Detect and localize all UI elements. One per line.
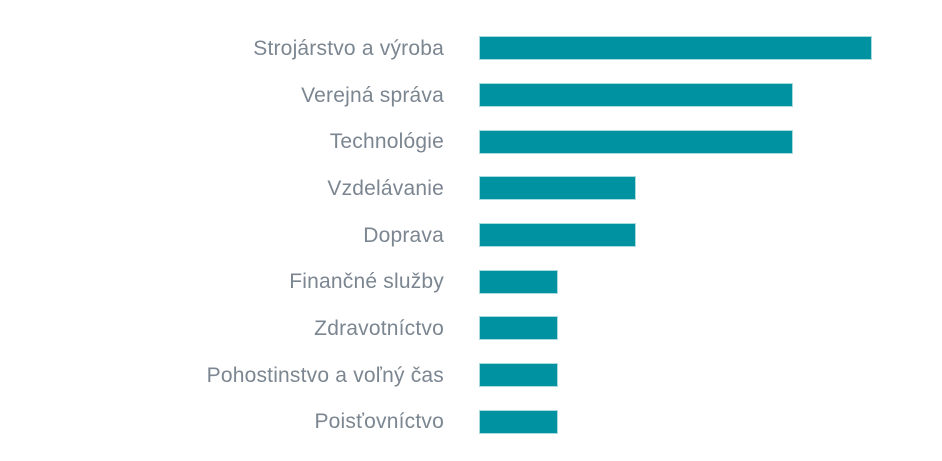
category-label: Technológie (329, 130, 444, 154)
category-label: Vzdelávanie (327, 176, 444, 200)
category-label: Doprava (363, 223, 444, 247)
category-label: Poisťovníctvo (314, 410, 444, 434)
category-label: Verejná správa (301, 83, 444, 107)
bar-track (479, 409, 872, 434)
bar-row: Zdravotníctvo (0, 305, 942, 352)
bar[interactable] (479, 363, 558, 388)
bar[interactable] (479, 83, 794, 108)
bar-track (479, 316, 872, 341)
bar-track (479, 363, 872, 388)
bar-row: Verejná správa (0, 72, 942, 119)
bar[interactable] (479, 409, 558, 434)
bar-track (479, 269, 872, 294)
bar[interactable] (479, 176, 637, 201)
category-label: Pohostinstvo a voľný čas (206, 363, 444, 387)
bar[interactable] (479, 36, 872, 61)
bar-track (479, 129, 872, 154)
bar[interactable] (479, 223, 637, 248)
bar-row: Poisťovníctvo (0, 399, 942, 446)
category-label: Finančné služby (289, 270, 444, 294)
bar-track (479, 36, 872, 61)
bar-row: Technológie (0, 118, 942, 165)
bar-row: Pohostinstvo a voľný čas (0, 352, 942, 399)
bar-row: Finančné služby (0, 258, 942, 305)
category-label: Zdravotníctvo (314, 316, 444, 340)
category-label: Strojárstvo a výroba (253, 36, 444, 60)
chart-plot-area: Strojárstvo a výroba Verejná správa Tech… (0, 25, 942, 445)
bar-track (479, 223, 872, 248)
bar-row: Doprava (0, 212, 942, 259)
bar[interactable] (479, 129, 794, 154)
bar[interactable] (479, 316, 558, 341)
bar-row: Vzdelávanie (0, 165, 942, 212)
bar-row: Strojárstvo a výroba (0, 25, 942, 72)
bar-track (479, 176, 872, 201)
bar-track (479, 83, 872, 108)
bar[interactable] (479, 269, 558, 294)
